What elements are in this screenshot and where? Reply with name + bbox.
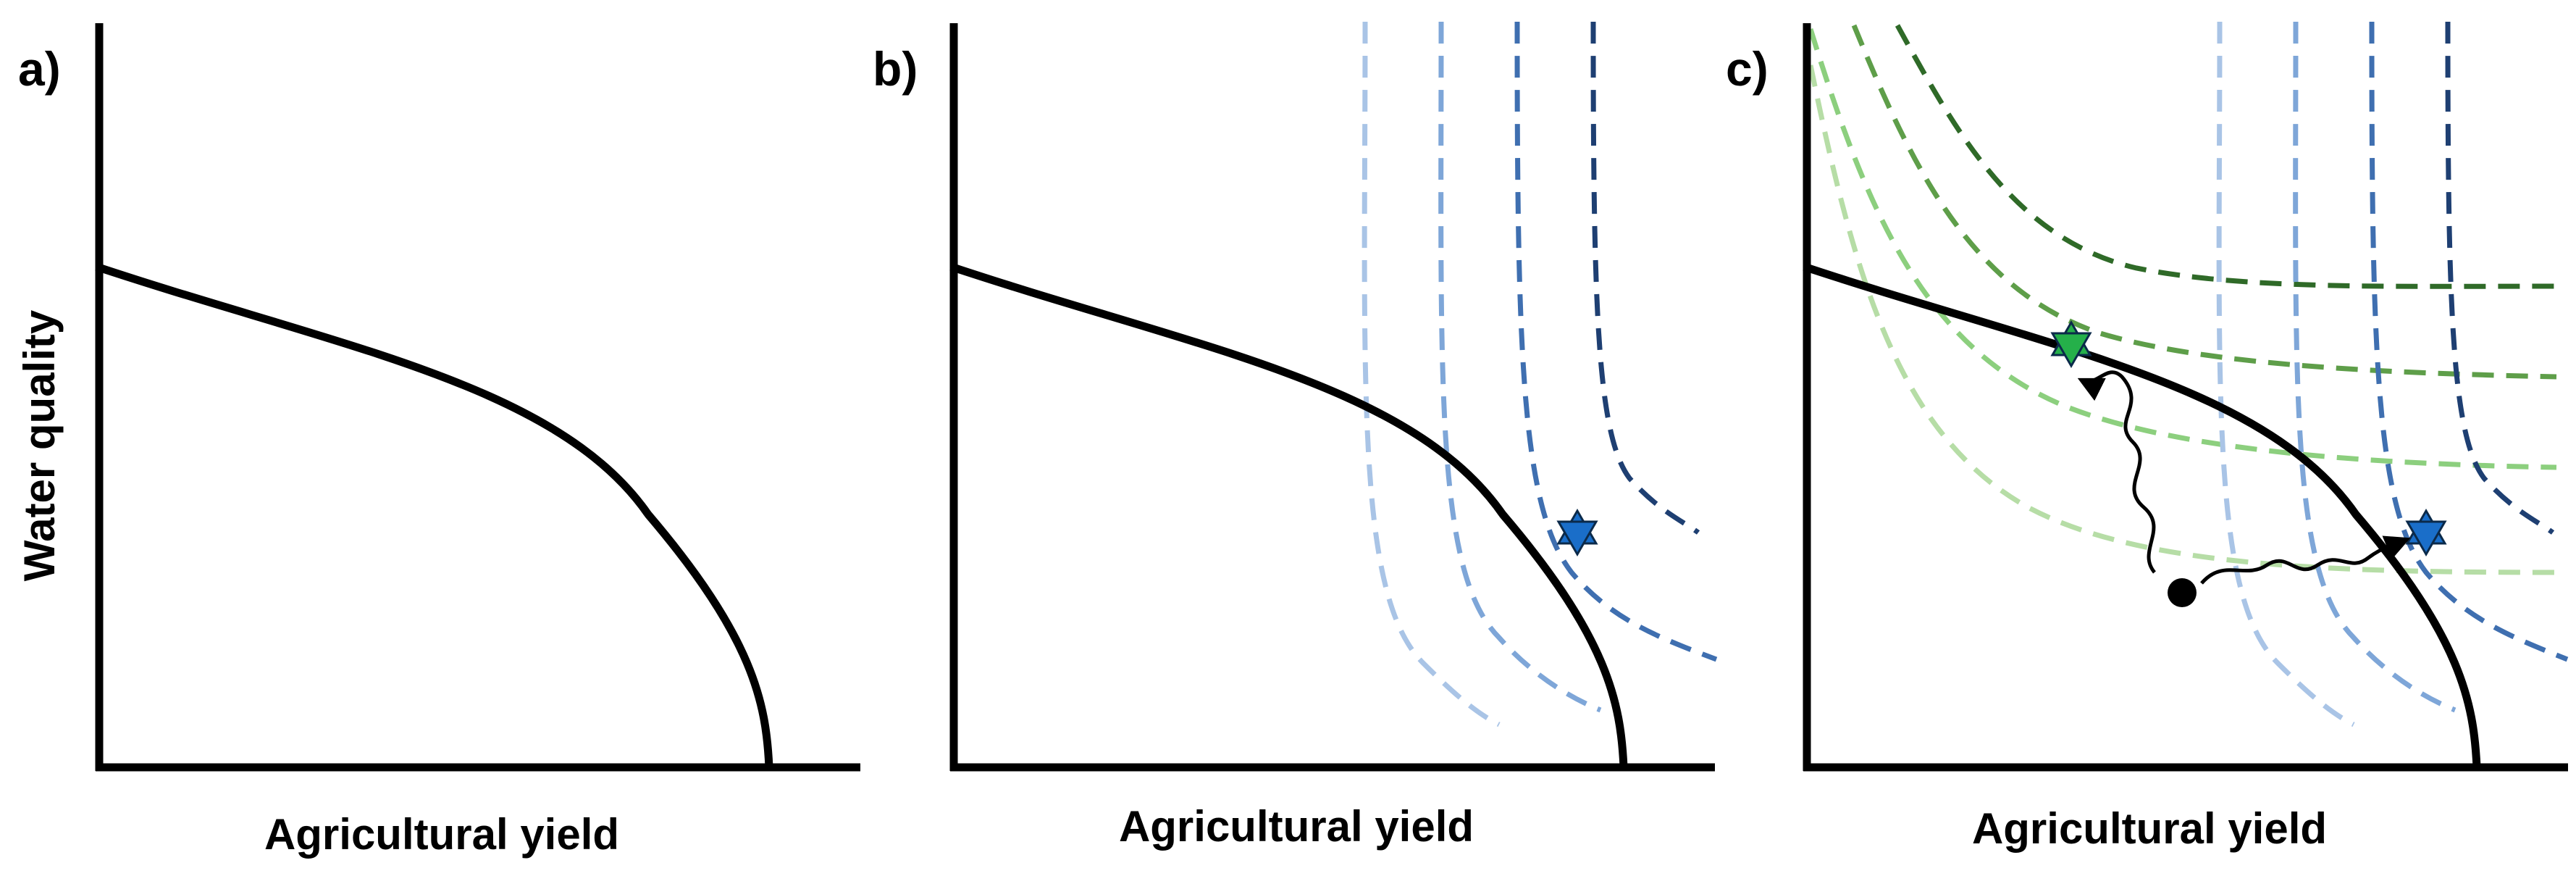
production-frontier-curve bbox=[1803, 262, 2481, 768]
green-utility-isoline bbox=[1808, 28, 2557, 470]
green-utility-isoline bbox=[1895, 24, 2557, 289]
panel-c-axes bbox=[1803, 23, 2568, 772]
panel-b: b) Agricultural yield bbox=[873, 21, 1718, 851]
panel-c-plot bbox=[1803, 21, 2569, 768]
panel-b-letter: b) bbox=[873, 42, 918, 96]
panel-c: c) Agricultural yield bbox=[1726, 21, 2569, 853]
green-star-icon bbox=[2050, 320, 2092, 368]
panel-c-letter: c) bbox=[1726, 42, 1769, 96]
wavy-arrow-to-green-star bbox=[2077, 370, 2157, 574]
wavy-arrow-to-blue-star bbox=[2200, 535, 2411, 585]
panel-a-x-axis-label: Agricultural yield bbox=[264, 810, 619, 859]
blue-utility-isoline bbox=[2216, 21, 2355, 727]
panel-a-axes bbox=[95, 23, 860, 772]
panel-c-x-axis-label: Agricultural yield bbox=[1972, 804, 2327, 853]
production-frontier-curve bbox=[949, 262, 1628, 768]
blue-utility-isoline bbox=[2293, 21, 2457, 713]
blue-utility-isoline bbox=[1362, 21, 1501, 727]
green-utility-isoline bbox=[1808, 64, 2557, 575]
panel-b-x-axis-label: Agricultural yield bbox=[1119, 802, 1474, 851]
panel-a-plot bbox=[95, 262, 773, 768]
blue-utility-isoline bbox=[1438, 21, 1602, 713]
blue-utility-isoline bbox=[1514, 21, 1718, 662]
blue-star-icon bbox=[2405, 509, 2447, 556]
panel-a-y-axis-label: Water quality bbox=[15, 309, 64, 581]
blue-star-icon-part bbox=[2405, 520, 2447, 556]
production-frontier-curve bbox=[95, 262, 773, 768]
panel-b-axes bbox=[949, 23, 1715, 772]
green-star-icon-part bbox=[2050, 332, 2092, 368]
blue-utility-isoline bbox=[2445, 21, 2555, 535]
green-utility-isoline bbox=[1851, 24, 2557, 380]
panel-a-letter: a) bbox=[18, 42, 61, 96]
blue-utility-isoline bbox=[2369, 21, 2569, 662]
black-dot-icon bbox=[2168, 578, 2197, 607]
blue-star-icon-part bbox=[1556, 520, 1598, 556]
panel-b-plot bbox=[949, 21, 1718, 768]
blue-star-icon bbox=[1556, 509, 1598, 556]
blue-utility-isoline bbox=[1590, 21, 1700, 535]
panel-a: a) Water quality Agricultural yield bbox=[15, 23, 860, 859]
